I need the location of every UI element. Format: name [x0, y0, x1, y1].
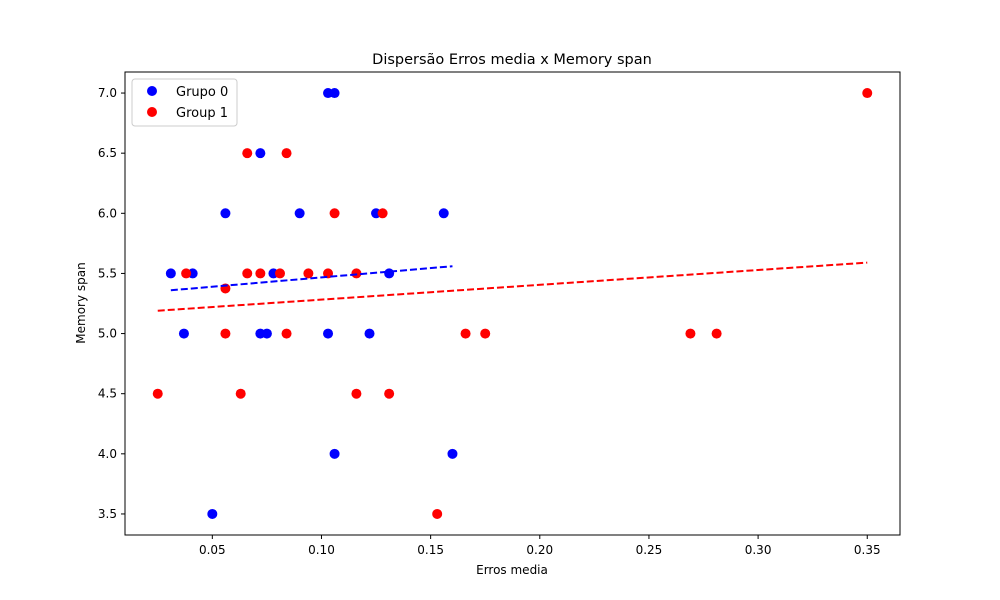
data-point-series-1-15: [460, 328, 471, 339]
data-point-series-0-11: [178, 328, 189, 339]
x-tick-label: 0.05: [199, 543, 226, 557]
data-point-series-0-4: [294, 208, 305, 219]
data-point-series-1-21: [351, 388, 362, 399]
data-point-series-1-4: [377, 208, 388, 219]
legend-box: [131, 78, 238, 127]
y-axis: 3.5 4.0 4.5 5.0 5.5 6.0 6.5 7.0: [98, 86, 125, 521]
x-tick-label: 0.20: [526, 543, 553, 557]
y-tick-label: 7.0: [98, 86, 117, 100]
x-axis-label: Erros media: [476, 563, 548, 577]
plot-area: [152, 88, 873, 519]
data-point-series-0-18: [207, 508, 218, 519]
y-tick-label: 5.5: [98, 266, 117, 280]
x-tick-label: 0.25: [636, 543, 663, 557]
data-point-series-1-9: [303, 268, 314, 279]
data-point-series-1-22: [384, 388, 395, 399]
data-point-series-0-6: [438, 208, 449, 219]
y-tick-label: 5.0: [98, 327, 117, 341]
y-tick-label: 6.0: [98, 206, 117, 220]
data-point-series-0-14: [323, 328, 334, 339]
data-point-series-0-13: [261, 328, 272, 339]
x-tick-label: 0.10: [308, 543, 335, 557]
x-tick-label: 0.30: [745, 543, 772, 557]
data-point-series-1-14: [281, 328, 292, 339]
data-point-series-1-3: [329, 208, 340, 219]
x-axis: 0.05 0.10 0.15 0.20 0.25 0.30 0.35: [199, 535, 881, 557]
legend-marker-1: [147, 107, 157, 117]
legend-label-0: Grupo 0: [176, 85, 228, 100]
trend-line-series-1: [157, 261, 868, 312]
y-tick-label: 4.0: [98, 447, 117, 461]
data-point-series-1-23: [432, 508, 443, 519]
data-point-series-0-1: [329, 88, 340, 99]
legend: Grupo 0 Group 1: [131, 78, 238, 127]
data-point-series-0-17: [447, 448, 458, 459]
data-point-series-0-7: [165, 268, 176, 279]
trend-line-series-0: [170, 265, 453, 292]
axes-frame: [124, 71, 901, 536]
data-point-series-0-16: [329, 448, 340, 459]
y-axis-label: Memory span: [74, 262, 88, 343]
x-tick-label: 0.15: [417, 543, 444, 557]
y-tick-label: 6.5: [98, 146, 117, 160]
data-point-series-1-7: [255, 268, 266, 279]
data-point-series-1-13: [220, 328, 231, 339]
series-1: [152, 88, 873, 519]
legend-marker-0: [147, 86, 157, 96]
data-point-series-0-2: [255, 148, 266, 159]
data-point-series-0-10: [384, 268, 395, 279]
chart-title: Dispersão Erros media x Memory span: [372, 52, 652, 68]
data-point-series-1-16: [480, 328, 491, 339]
data-point-series-1-8: [275, 268, 285, 279]
y-tick-label: 4.5: [98, 387, 117, 401]
x-tick-label: 0.35: [854, 543, 881, 557]
data-point-series-1-17: [685, 328, 696, 339]
data-point-series-1-6: [242, 268, 253, 279]
data-point-series-0-3: [220, 208, 231, 219]
data-point-series-1-1: [242, 148, 253, 159]
data-point-series-0-15: [364, 328, 375, 339]
data-point-series-1-20: [235, 388, 246, 399]
data-point-series-1-19: [152, 388, 163, 399]
data-point-series-1-2: [281, 148, 292, 159]
legend-label-1: Group 1: [176, 106, 228, 121]
data-point-series-1-0: [862, 88, 873, 99]
y-tick-label: 3.5: [98, 507, 117, 521]
data-point-series-1-5: [181, 268, 192, 279]
data-point-series-1-18: [711, 328, 722, 339]
